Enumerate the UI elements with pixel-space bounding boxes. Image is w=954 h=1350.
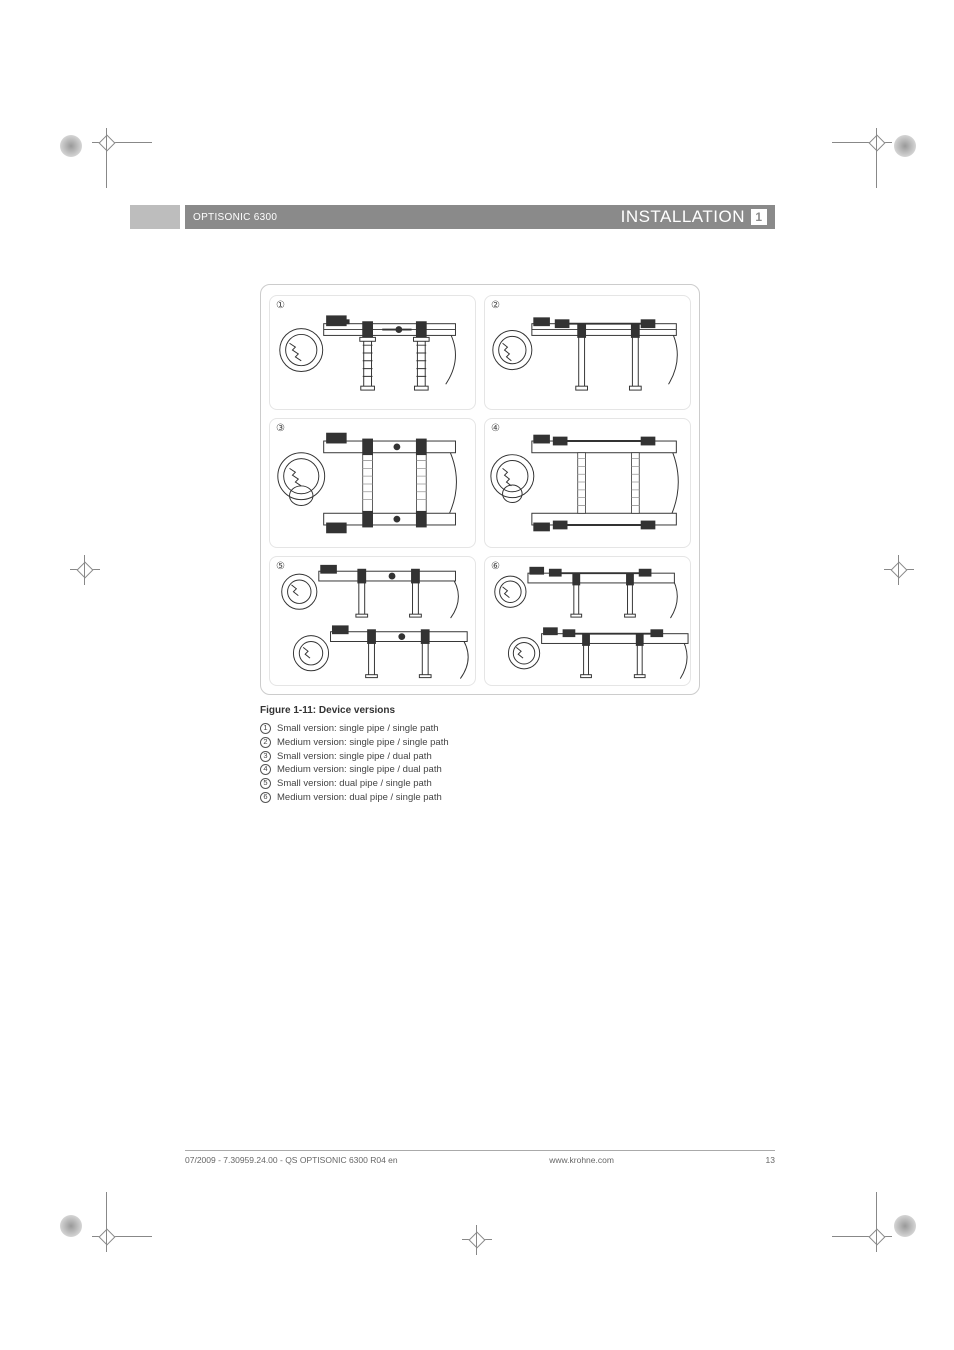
figure-panel-6: ⑥ — [484, 556, 691, 686]
figure-panel-3: ③ — [269, 418, 476, 548]
figure-panel-4: ④ — [484, 418, 691, 548]
legend-number: 1 — [260, 723, 271, 734]
footer-doc-id: 07/2009 - 7.30959.24.00 - QS OPTISONIC 6… — [185, 1155, 398, 1165]
legend-item: 2 Medium version: single pipe / single p… — [260, 736, 775, 750]
panel-number: ① — [276, 300, 285, 311]
figure-container: ① — [260, 284, 700, 695]
legend-text: Small version: single pipe / single path — [277, 722, 439, 736]
device-diagram-5 — [270, 557, 475, 685]
figure-panel-2: ② — [484, 295, 691, 410]
legend-item: 3 Small version: single pipe / dual path — [260, 750, 775, 764]
footer-page-number: 13 — [766, 1155, 775, 1165]
legend-number: 5 — [260, 778, 271, 789]
device-diagram-1 — [270, 296, 475, 409]
legend-item: 6 Medium version: dual pipe / single pat… — [260, 791, 775, 805]
page-footer: 07/2009 - 7.30959.24.00 - QS OPTISONIC 6… — [185, 1150, 775, 1165]
panel-number: ④ — [491, 423, 500, 434]
legend-item: 5 Small version: dual pipe / single path — [260, 777, 775, 791]
device-diagram-6 — [485, 557, 690, 685]
figure-legend: 1 Small version: single pipe / single pa… — [260, 722, 775, 805]
legend-text: Medium version: single pipe / single pat… — [277, 736, 449, 750]
legend-number: 4 — [260, 764, 271, 775]
product-name: OPTISONIC 6300 — [185, 212, 277, 223]
legend-number: 3 — [260, 751, 271, 762]
legend-text: Medium version: single pipe / dual path — [277, 763, 442, 777]
device-diagram-3 — [270, 419, 475, 547]
header-bar: OPTISONIC 6300 INSTALLATION 1 — [185, 205, 775, 229]
panel-number: ⑤ — [276, 561, 285, 572]
figure-grid: ① — [269, 295, 691, 686]
footer-url: www.krohne.com — [549, 1155, 614, 1165]
content-area: OPTISONIC 6300 INSTALLATION 1 ① — [185, 205, 775, 805]
legend-number: 6 — [260, 792, 271, 803]
legend-text: Small version: single pipe / dual path — [277, 750, 432, 764]
legend-text: Medium version: dual pipe / single path — [277, 791, 442, 805]
device-diagram-4 — [485, 419, 690, 547]
panel-number: ② — [491, 300, 500, 311]
panel-number: ⑥ — [491, 561, 500, 572]
figure-panel-5: ⑤ — [269, 556, 476, 686]
section-number: 1 — [751, 209, 767, 225]
device-diagram-2 — [485, 296, 690, 409]
section-label: INSTALLATION — [621, 207, 745, 227]
section-title: INSTALLATION 1 — [621, 207, 767, 227]
legend-item: 1 Small version: single pipe / single pa… — [260, 722, 775, 736]
legend-item: 4 Medium version: single pipe / dual pat… — [260, 763, 775, 777]
page: OPTISONIC 6300 INSTALLATION 1 ① — [0, 0, 954, 1350]
figure-panel-1: ① — [269, 295, 476, 410]
figure-caption: Figure 1-11: Device versions — [260, 705, 775, 716]
panel-number: ③ — [276, 423, 285, 434]
legend-text: Small version: dual pipe / single path — [277, 777, 432, 791]
legend-number: 2 — [260, 737, 271, 748]
